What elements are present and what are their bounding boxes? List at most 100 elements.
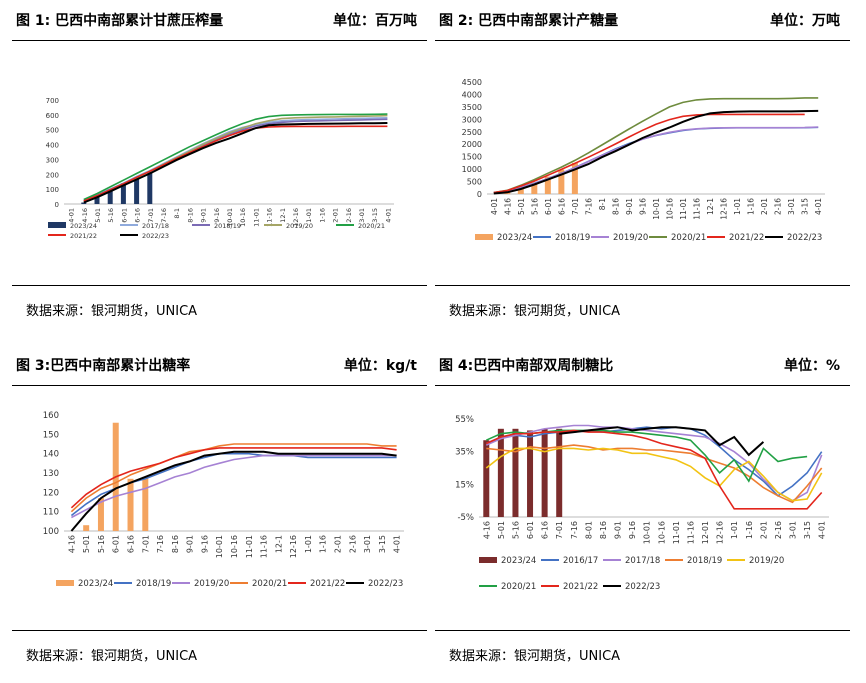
x-tick-label: 9-16 xyxy=(638,198,647,215)
bar-2023-24 xyxy=(512,428,519,517)
chart-unit: 单位：kg/t xyxy=(343,358,417,374)
x-tick-label: 4-01 xyxy=(68,208,76,223)
x-tick-label: 1-01 xyxy=(733,198,742,215)
y-tick-label: 140 xyxy=(43,450,59,460)
x-tick-label: 1-01 xyxy=(305,208,313,223)
x-tick-label: 8-01 xyxy=(584,521,593,539)
x-tick-label: 4-16 xyxy=(67,535,76,553)
y-tick-label: 110 xyxy=(43,508,59,518)
x-tick-label: 12-1 xyxy=(706,198,715,215)
x-tick-label: 7-01 xyxy=(555,521,564,539)
x-tick-label: 12-16 xyxy=(720,198,729,220)
x-tick-label: 7-01 xyxy=(141,535,150,553)
series-line-2021-22 xyxy=(70,447,397,509)
series-line-2019-20 xyxy=(83,114,388,202)
chart-unit: 单位：% xyxy=(783,358,840,374)
x-tick-label: 4-16 xyxy=(482,521,491,539)
series-line-2021-22 xyxy=(493,113,805,194)
panel-header: 图 4:巴西中南部双周制糖比 单位：% xyxy=(435,353,850,379)
x-tick-label: 1-01 xyxy=(304,535,313,553)
legend-swatch xyxy=(479,557,497,563)
series-line-2022-23 xyxy=(493,109,819,195)
x-tick-label: 7-01 xyxy=(147,208,155,223)
series-line-2020-21 xyxy=(493,97,819,194)
x-tick-label: 5-01 xyxy=(517,198,526,215)
divider xyxy=(435,40,850,41)
x-tick-label: 1-16 xyxy=(745,521,754,539)
series-line-2021-22 xyxy=(485,429,823,510)
x-tick-label: 3-01 xyxy=(787,198,796,215)
x-tick-label: 10-16 xyxy=(230,535,239,558)
bar-2023-24 xyxy=(483,440,490,517)
x-tick-label: 2-01 xyxy=(333,535,342,553)
legend-label: 2021/22 xyxy=(70,232,97,240)
x-tick-label: 8-16 xyxy=(599,521,608,539)
y-tick-label: 0 xyxy=(55,201,59,209)
legend-label: 2021/22 xyxy=(563,582,598,592)
y-tick-label: 600 xyxy=(46,112,59,120)
x-tick-label: 12-1 xyxy=(274,535,283,553)
x-tick-label: 8-16 xyxy=(171,535,180,553)
bar-2023-24 xyxy=(147,172,153,204)
bar-2023-24 xyxy=(517,188,524,194)
series-line-2019-20 xyxy=(493,126,819,194)
x-tick-label: 6-16 xyxy=(127,535,136,553)
chart-unit: 单位：万吨 xyxy=(770,13,840,29)
panel-sugar: 图 2: 巴西中南部累计产糖量 单位：万吨 0 500 1000 1500 2000 25… xyxy=(435,0,850,338)
panel-yield: 图 3:巴西中南部累计出糖率 单位：kg/t 100 110 120 130 140 15… xyxy=(12,345,427,683)
y-tick-label: 55% xyxy=(455,415,474,425)
bar-2023-24 xyxy=(127,478,134,531)
legend-label: 2020/21 xyxy=(671,233,706,243)
legend-label: 2023/24 xyxy=(70,222,97,230)
bar-2023-24 xyxy=(558,169,565,194)
x-tick-label: 7-01 xyxy=(571,198,580,215)
y-tick-label: 160 xyxy=(43,411,59,421)
y-tick-label: 500 xyxy=(467,178,482,187)
y-tick-label: 120 xyxy=(43,488,59,498)
divider xyxy=(12,385,427,386)
x-tick-label: 2-01 xyxy=(760,198,769,215)
x-tick-label: 11-01 xyxy=(252,208,260,227)
x-tick-label: 10-16 xyxy=(239,208,247,227)
y-tick-label: 300 xyxy=(46,156,59,164)
divider xyxy=(12,285,427,286)
x-tick-label: 9-01 xyxy=(614,521,623,539)
y-tick-label: 100 xyxy=(46,186,59,194)
y-tick-label: 4500 xyxy=(462,78,482,87)
x-tick-label: 4-01 xyxy=(818,521,827,539)
x-tick-label: 10-01 xyxy=(643,521,652,544)
y-tick-label: 150 xyxy=(43,430,59,440)
x-tick-label: 4-01 xyxy=(384,208,392,223)
bar-2023-24 xyxy=(497,428,504,517)
panel-header: 图 2: 巴西中南部累计产糖量 单位：万吨 xyxy=(435,8,850,34)
x-tick-label: 12-1 xyxy=(279,208,287,223)
x-tick-label: 11-16 xyxy=(693,198,702,220)
legend-label: 2021/22 xyxy=(310,579,345,589)
bar-2023-24 xyxy=(544,176,551,194)
x-tick-label: 6-01 xyxy=(112,535,121,553)
x-tick-label: 10-01 xyxy=(226,208,234,227)
legend-label: 2017/18 xyxy=(142,222,169,230)
panel-crush: 图 1: 巴西中南部累计甘蔗压榨量 单位：百万吨 0 100 200 300 400 50… xyxy=(12,0,427,338)
bar-2023-24 xyxy=(527,430,534,517)
series-line-2018-19 xyxy=(486,444,823,504)
source-note: 数据来源：银河期货，UNICA xyxy=(26,649,198,664)
yield-chart: 100 110 120 130 140 150 160 4-16 5-01 5-16 6-01 6-1… xyxy=(43,411,404,589)
x-tick-label: 6-01 xyxy=(526,521,535,539)
y-tick-label: 35% xyxy=(455,448,474,458)
x-tick-label: 9-01 xyxy=(625,198,634,215)
divider xyxy=(12,40,427,41)
x-tick-label: 11-01 xyxy=(672,521,681,544)
y-tick-label: 100 xyxy=(43,527,59,537)
legend-label: 2018/19 xyxy=(136,579,171,589)
x-tick-label: 2-16 xyxy=(774,521,783,539)
x-tick-label: 9-16 xyxy=(213,208,221,223)
x-tick-label: 3-15 xyxy=(803,521,812,539)
y-tick-label: 200 xyxy=(46,171,59,179)
x-tick-label: 1-16 xyxy=(747,198,756,215)
legend-label: 2019/20 xyxy=(194,579,229,589)
series-line-2019-20 xyxy=(485,447,823,502)
divider xyxy=(435,385,850,386)
x-tick-label: 10-01 xyxy=(652,198,661,220)
x-tick-label: 12-01 xyxy=(701,521,710,544)
